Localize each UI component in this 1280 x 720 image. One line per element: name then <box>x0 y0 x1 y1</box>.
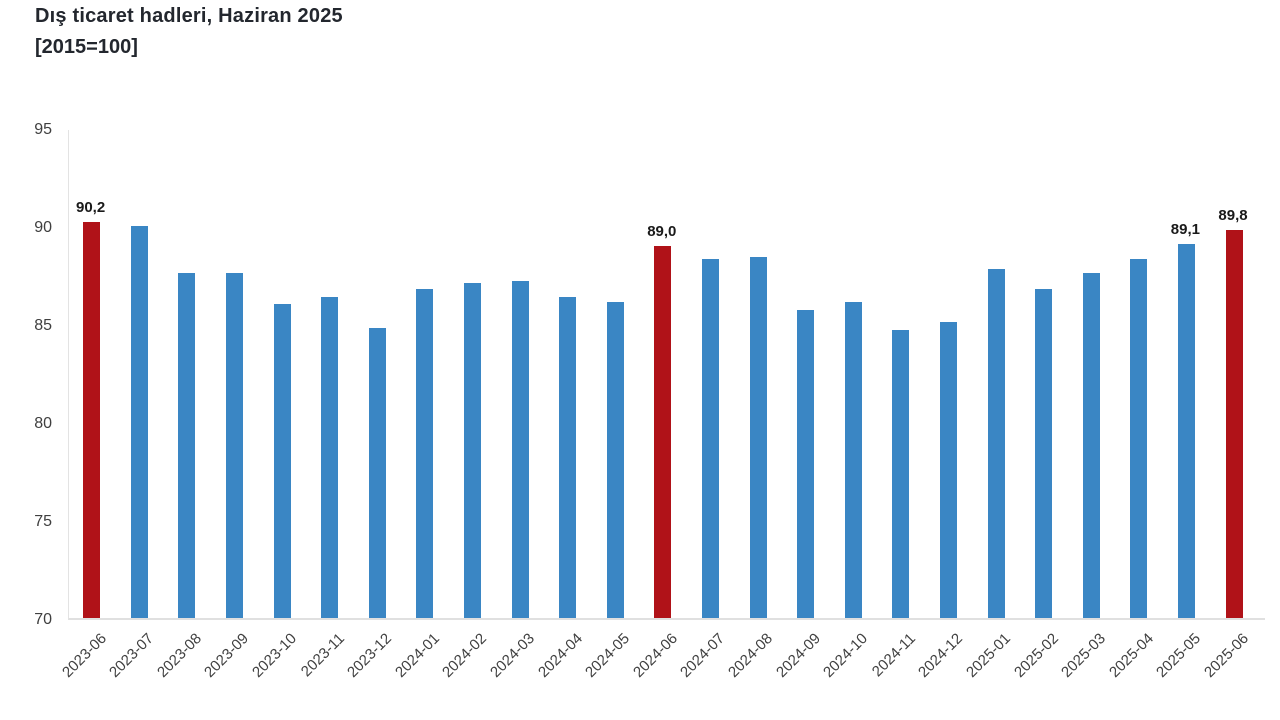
y-axis-tick-label: 80 <box>34 415 52 432</box>
x-axis-tick-label-2023-06: 2023-06 <box>58 630 110 681</box>
bar-2025-06 <box>1225 229 1243 618</box>
bar-2023-09 <box>225 273 243 618</box>
bar-2024-11 <box>892 329 910 618</box>
bar-2024-01 <box>416 288 434 618</box>
x-axis-tick-label-2024-06: 2024-06 <box>629 630 681 681</box>
bar-2024-03 <box>511 280 529 618</box>
y-axis-tick-label: 70 <box>34 611 52 628</box>
x-axis-tick-label-2023-09: 2023-09 <box>201 630 253 681</box>
x-axis-tick-label-2023-10: 2023-10 <box>249 630 301 681</box>
x-axis-tick-label-2025-06: 2025-06 <box>1201 630 1253 681</box>
x-axis-tick-label-2023-07: 2023-07 <box>106 630 158 681</box>
x-axis-tick-label-2024-02: 2024-02 <box>439 630 491 681</box>
x-axis-tick-label-2025-02: 2025-02 <box>1010 630 1062 681</box>
x-axis-tick-label-2025-03: 2025-03 <box>1058 630 1110 681</box>
x-axis-tick-label-2023-11: 2023-11 <box>297 630 348 681</box>
bar-2024-10 <box>844 302 862 618</box>
bar-2025-03 <box>1082 273 1100 618</box>
bar-2025-05 <box>1177 243 1195 618</box>
x-axis-tick-label-2024-12: 2024-12 <box>915 630 967 681</box>
y-axis-tick-label: 95 <box>34 121 52 138</box>
bar-2023-10 <box>273 304 291 618</box>
x-axis-tick-label-2024-01: 2024-01 <box>391 630 443 681</box>
bar-2023-12 <box>368 327 386 618</box>
x-axis-tick-label-2024-03: 2024-03 <box>487 630 539 681</box>
bar-value-label-2025-06: 89,8 <box>1218 206 1248 224</box>
x-axis-tick-label-2025-04: 2025-04 <box>1105 630 1157 681</box>
chart-subtitle: [2015=100] <box>35 36 138 58</box>
y-axis-tick-label: 90 <box>34 219 52 236</box>
bar-value-label-2025-05: 89,1 <box>1170 220 1200 238</box>
bar-2025-04 <box>1130 259 1148 618</box>
x-axis-tick-label-2025-01: 2025-01 <box>963 630 1015 681</box>
bar-2023-06 <box>83 222 101 618</box>
x-axis-tick-label-2025-05: 2025-05 <box>1153 630 1205 681</box>
bar-2024-06 <box>654 245 672 618</box>
x-axis-tick-label-2024-04: 2024-04 <box>534 630 586 681</box>
bar-value-label-2023-06: 90,2 <box>75 199 106 217</box>
bar-2024-05 <box>606 302 624 618</box>
plot-area <box>68 130 1265 620</box>
bar-2024-02 <box>463 282 481 618</box>
bar-2023-11 <box>321 296 339 618</box>
x-axis-tick-label-2024-07: 2024-07 <box>677 630 729 681</box>
bar-2025-02 <box>1035 288 1053 618</box>
x-axis-tick-label-2023-12: 2023-12 <box>344 630 396 681</box>
x-axis-tick-label-2024-05: 2024-05 <box>582 630 634 681</box>
bar-2023-07 <box>130 226 148 618</box>
bar-2024-08 <box>749 257 767 618</box>
x-axis-tick-label-2024-08: 2024-08 <box>725 630 777 681</box>
x-axis-tick-label-2024-09: 2024-09 <box>772 630 824 681</box>
bar-2025-01 <box>987 269 1005 618</box>
y-axis-tick-label: 85 <box>34 317 52 334</box>
y-axis-tick-label: 75 <box>34 513 52 530</box>
x-axis-tick-label-2023-08: 2023-08 <box>153 630 205 681</box>
chart-title: Dış ticaret hadleri, Haziran 2025 <box>35 5 343 27</box>
x-axis-tick-label-2024-10: 2024-10 <box>820 630 872 681</box>
bar-2024-04 <box>559 296 577 618</box>
bar-2023-08 <box>178 273 196 618</box>
bar-2024-07 <box>701 259 719 618</box>
bar-2024-12 <box>939 322 957 618</box>
x-axis-tick-label-2024-11: 2024-11 <box>868 630 919 681</box>
bar-value-label-2024-06: 89,0 <box>647 222 677 240</box>
bar-2024-09 <box>797 310 815 618</box>
